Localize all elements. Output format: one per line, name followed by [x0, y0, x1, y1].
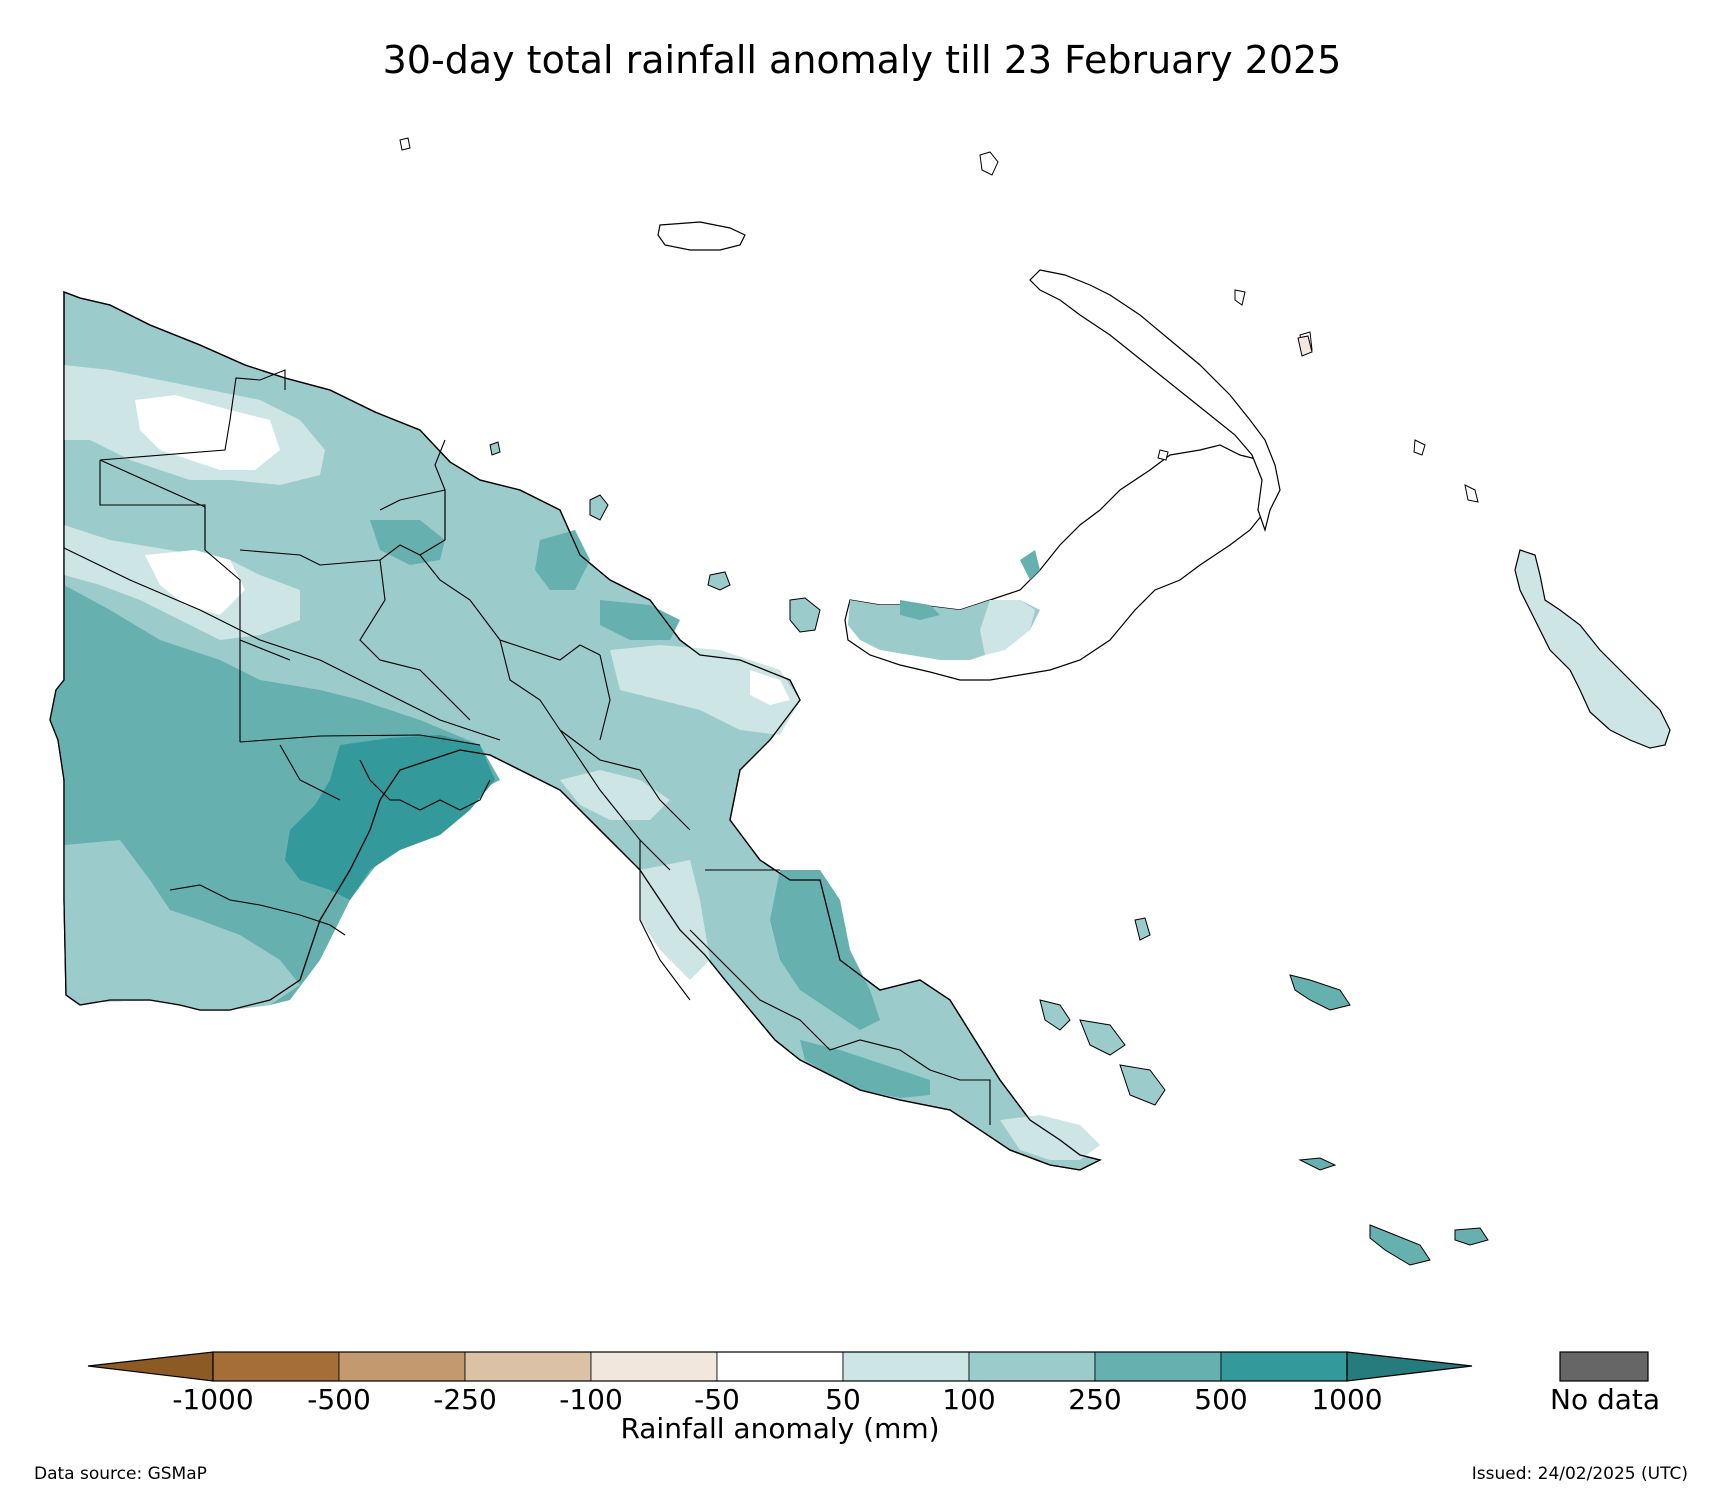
colorbar-tick-label: 100: [942, 1383, 996, 1416]
colorbar-tick-label: 250: [1068, 1383, 1122, 1416]
bougainville: [1514, 549, 1671, 749]
colorbar-bin: [716, 1351, 844, 1382]
colorbar-extend-min: [87, 1351, 214, 1382]
nodata-swatch: [1559, 1351, 1649, 1382]
colorbar-tick-label: 500: [1194, 1383, 1248, 1416]
colorbar-tick-label: -250: [433, 1383, 497, 1416]
colorbar-extend-max: [1346, 1351, 1473, 1382]
milne-bay-islands: [1039, 917, 1489, 1266]
colorbar-tick-label: -1000: [172, 1383, 254, 1416]
small-islands-outline: [399, 137, 1479, 503]
issued-date: Issued: 24/02/2025 (UTC): [1471, 1464, 1688, 1484]
colorbar-bin: [842, 1351, 970, 1382]
province-boundaries: [63, 369, 991, 1125]
map-title: 30-day total rainfall anomaly till 23 Fe…: [382, 38, 1342, 82]
colorbar-tick-label: -100: [559, 1383, 623, 1416]
data-source: Data source: GSMaP: [34, 1464, 207, 1484]
colorbar-bin: [1220, 1351, 1348, 1382]
colorbar-tick-label: 1000: [1311, 1383, 1383, 1416]
colorbar-tick-label: 50: [825, 1383, 861, 1416]
colorbar-bin: [590, 1351, 718, 1382]
colorbar-bin: [968, 1351, 1096, 1382]
colorbar-tick-label: -50: [694, 1383, 740, 1416]
colorbar-bin: [212, 1351, 340, 1382]
colorbar-bin: [464, 1351, 592, 1382]
small-island-dry: [1297, 335, 1313, 357]
colorbar-tick-label: -500: [307, 1383, 371, 1416]
offshore-islands-north: [489, 441, 821, 633]
new-britain: [844, 444, 1276, 681]
nodata-label: No data: [1550, 1383, 1661, 1416]
colorbar-frame: [212, 1351, 1348, 1382]
manus-island: [657, 221, 746, 251]
colorbar: [87, 1351, 1649, 1382]
new-ireland: [1029, 269, 1281, 533]
colorbar-bin: [338, 1351, 466, 1382]
mainland: [49, 291, 1102, 1171]
colorbar-bin: [1094, 1351, 1222, 1382]
colorbar-label: Rainfall anomaly (mm): [620, 1412, 940, 1445]
